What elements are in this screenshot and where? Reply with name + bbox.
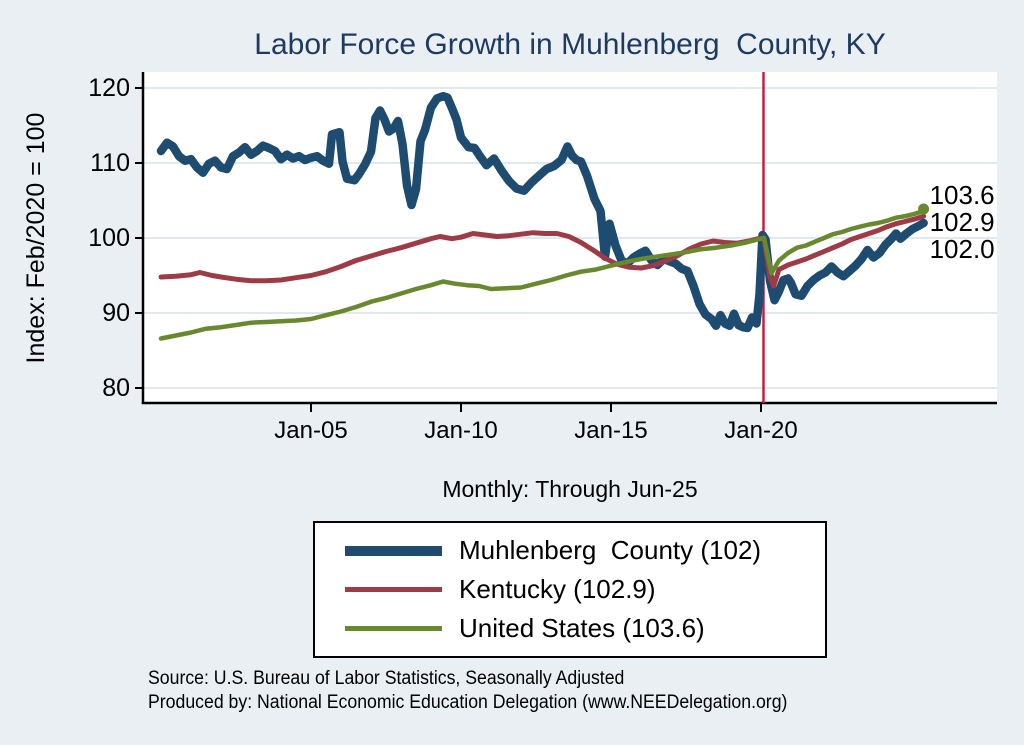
series-muhlenberg-line [156, 91, 928, 333]
source-line-2: Produced by: National Economic Education… [148, 692, 788, 713]
y-tick-label-110: 110 [90, 149, 130, 177]
legend-label-muhlenberg: Muhlenberg County (102) [459, 535, 762, 565]
y-tick-label-100: 100 [88, 224, 130, 252]
legend-item-kentucky: Kentucky (102.9) [345, 574, 825, 605]
source-notes: Source: U.S. Bureau of Labor Statistics,… [148, 667, 836, 715]
end-label-kentucky: 102.9 [930, 207, 995, 237]
end-label-united-states: 103.6 [930, 180, 995, 210]
chart-title: Labor Force Growth in Muhlenberg County,… [254, 28, 886, 61]
x-tick-label-Jan-05: Jan-05 [274, 417, 347, 444]
legend-item-muhlenberg: Muhlenberg County (102) [345, 535, 825, 566]
legend-label-kentucky: Kentucky (102.9) [459, 574, 656, 604]
legend-swatch-united-states [345, 626, 442, 631]
y-tick-label-80: 80 [102, 374, 130, 402]
x-tick-label-Jan-20: Jan-20 [724, 417, 797, 444]
chart-subtitle: Monthly: Through Jun-25 [442, 476, 698, 502]
series-united-states-line [158, 208, 926, 341]
y-tick-label-120: 120 [88, 74, 130, 102]
series-kentucky-line [158, 213, 927, 289]
source-line-1: Source: U.S. Bureau of Labor Statistics,… [148, 668, 625, 689]
x-tick-label-Jan-15: Jan-15 [574, 417, 647, 444]
plot-area: 80 90 100 110 120 Jan-05 Jan-10 Jan-15 Jan-20 103… [88, 72, 997, 444]
y-tick-label-90: 90 [102, 299, 130, 327]
legend-item-united-states: United States (103.6) [345, 613, 825, 644]
legend-swatch-kentucky [345, 587, 442, 592]
end-label-muhlenberg: 102.0 [930, 234, 995, 264]
series-united-states-end-dot [918, 203, 930, 215]
legend-label-united-states: United States (103.6) [459, 613, 705, 643]
legend: Muhlenberg County (102) Kentucky (102.9)… [313, 521, 827, 658]
legend-swatch-muhlenberg [345, 545, 442, 556]
x-tick-label-Jan-10: Jan-10 [424, 417, 497, 444]
